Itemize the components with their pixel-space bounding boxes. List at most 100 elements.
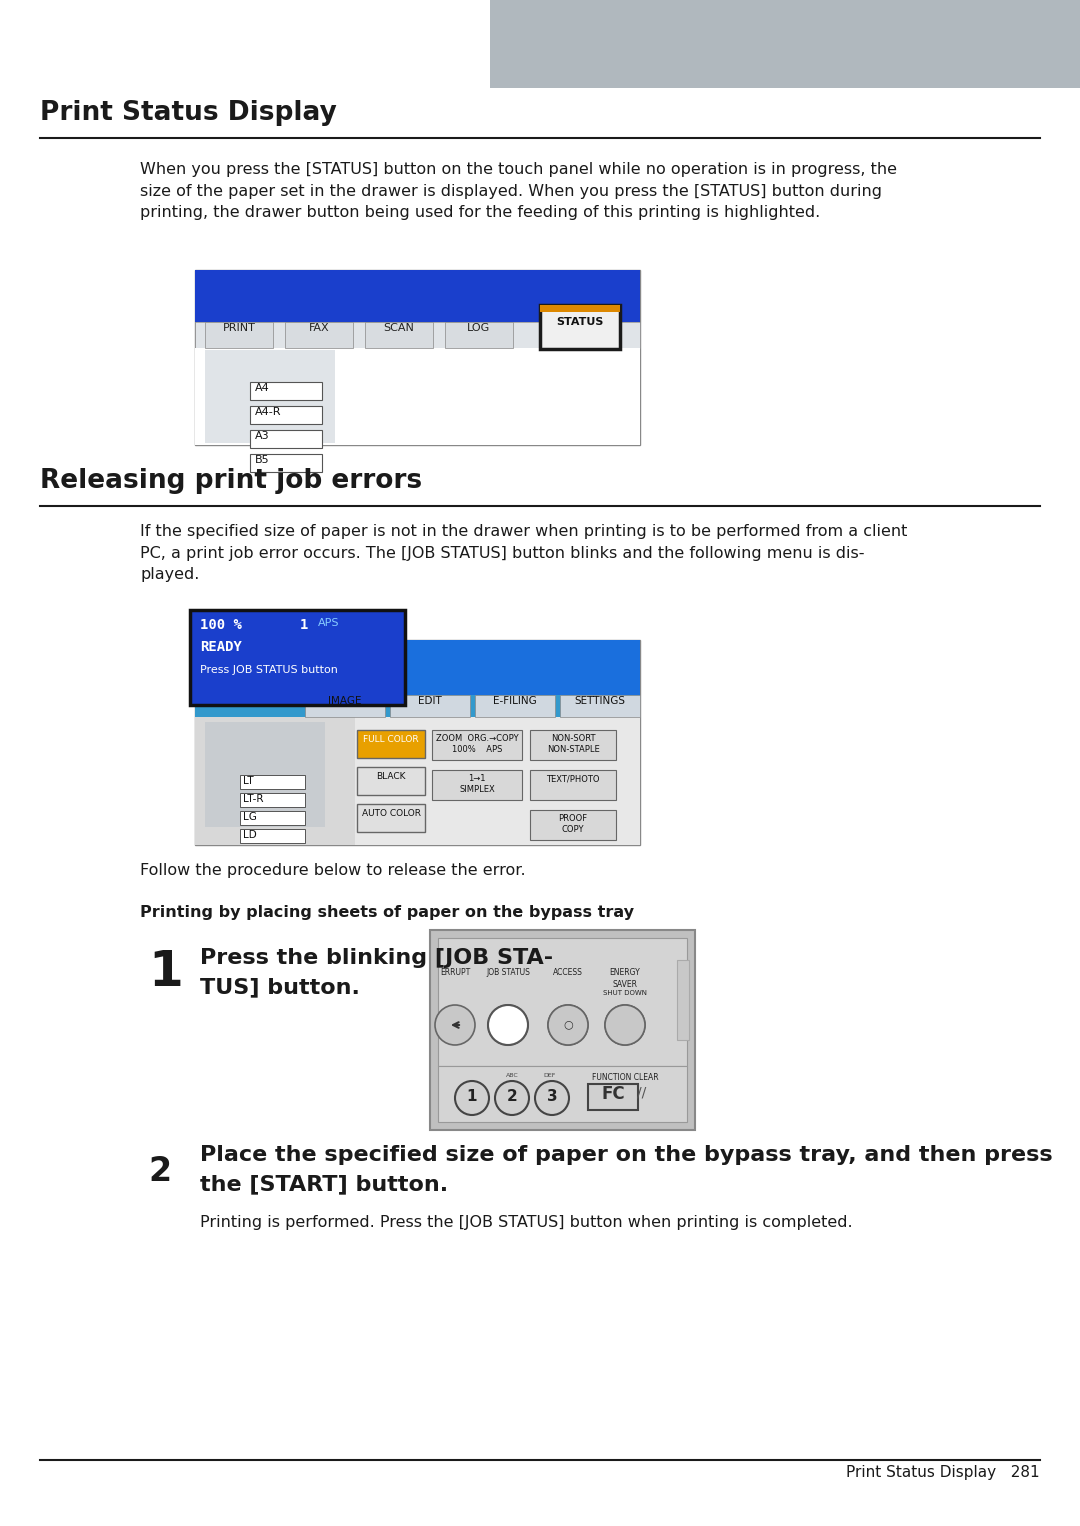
Text: Print Status Display   281: Print Status Display 281	[847, 1465, 1040, 1480]
Circle shape	[605, 1006, 645, 1045]
Bar	[249, 455, 322, 472]
Bar	[357, 729, 426, 758]
Text: Press JOB STATUS button: Press JOB STATUS button	[200, 665, 338, 674]
Bar	[677, 960, 689, 1041]
Bar	[588, 1083, 638, 1109]
Text: ACCESS: ACCESS	[553, 967, 583, 977]
Text: Printing by placing sheets of paper on the bypass tray: Printing by placing sheets of paper on t…	[140, 905, 634, 920]
Text: Print Status Display: Print Status Display	[40, 101, 337, 127]
Circle shape	[488, 1006, 528, 1045]
Bar	[205, 349, 335, 443]
Text: PROOF
COPY: PROOF COPY	[558, 813, 588, 835]
Text: PRINT: PRINT	[222, 324, 256, 333]
Bar	[205, 722, 325, 827]
Bar	[530, 810, 616, 839]
Bar	[357, 768, 426, 795]
Bar	[205, 322, 273, 348]
Text: FAX: FAX	[309, 324, 329, 333]
Bar	[195, 639, 640, 845]
Text: SCAN: SCAN	[383, 324, 415, 333]
Text: TEXT/PHOTO: TEXT/PHOTO	[546, 774, 599, 783]
Bar	[365, 322, 433, 348]
Text: 1: 1	[467, 1090, 477, 1103]
Text: FULL COLOR: FULL COLOR	[363, 736, 419, 745]
Bar	[195, 270, 640, 446]
Text: If the specified size of paper is not in the drawer when printing is to be perfo: If the specified size of paper is not in…	[140, 523, 907, 583]
Bar	[249, 382, 322, 400]
Bar	[249, 430, 322, 449]
Bar	[190, 610, 405, 705]
Bar	[430, 929, 696, 1129]
Text: READY: READY	[200, 639, 242, 655]
Text: ZOOM  ORG.→COPY
100%    APS: ZOOM ORG.→COPY 100% APS	[435, 734, 518, 754]
Bar	[240, 775, 305, 789]
Circle shape	[455, 1080, 489, 1116]
Text: LG: LG	[243, 812, 257, 823]
Bar	[195, 694, 640, 717]
Bar	[540, 305, 620, 349]
Circle shape	[488, 1006, 528, 1045]
Bar	[561, 694, 640, 717]
Bar	[249, 406, 322, 424]
Text: When you press the [STATUS] button on the touch panel while no operation is in p: When you press the [STATUS] button on th…	[140, 162, 897, 220]
Text: B5: B5	[255, 455, 270, 465]
Text: LT: LT	[243, 777, 254, 786]
Text: 100 %: 100 %	[200, 618, 242, 632]
Bar	[490, 0, 1080, 89]
Bar	[195, 639, 640, 845]
Text: Follow the procedure below to release the error.: Follow the procedure below to release th…	[140, 864, 526, 877]
Bar	[240, 810, 305, 826]
Text: FUNCTION CLEAR: FUNCTION CLEAR	[592, 1073, 659, 1082]
Text: 1→1
SIMPLEX: 1→1 SIMPLEX	[459, 774, 495, 794]
Bar	[357, 804, 426, 832]
Text: LOG: LOG	[468, 324, 490, 333]
Text: Place the specified size of paper on the bypass tray, and then press
the [START]: Place the specified size of paper on the…	[200, 1144, 1053, 1195]
Bar	[475, 694, 555, 717]
Text: ABC: ABC	[505, 1073, 518, 1077]
Text: ○: ○	[563, 1019, 572, 1029]
Bar	[240, 794, 305, 807]
Bar	[530, 771, 616, 800]
Text: //: //	[637, 1085, 647, 1099]
Text: A3: A3	[255, 430, 270, 441]
Bar	[540, 305, 620, 311]
Text: A4-R: A4-R	[255, 407, 282, 417]
Text: Press the blinking [JOB STA-
TUS] button.: Press the blinking [JOB STA- TUS] button…	[200, 948, 553, 998]
Bar	[438, 1067, 687, 1122]
Text: NON-SORT
NON-STAPLE: NON-SORT NON-STAPLE	[546, 734, 599, 754]
Text: SETTINGS: SETTINGS	[575, 696, 625, 707]
Bar	[432, 729, 522, 760]
Bar	[240, 829, 305, 842]
Text: 1: 1	[148, 948, 183, 996]
Bar	[195, 270, 640, 322]
Bar	[390, 694, 470, 717]
Bar	[195, 717, 355, 845]
Text: Releasing print job errors: Releasing print job errors	[40, 468, 422, 494]
Text: ERRUPT: ERRUPT	[440, 967, 470, 977]
Bar	[285, 322, 353, 348]
Text: APS: APS	[318, 618, 339, 629]
Text: EDIT: EDIT	[418, 696, 442, 707]
Bar	[195, 717, 640, 845]
Text: A4: A4	[255, 383, 270, 394]
Text: FC: FC	[602, 1085, 625, 1103]
Text: 2: 2	[507, 1090, 517, 1103]
Circle shape	[548, 1006, 588, 1045]
Text: LT-R: LT-R	[243, 794, 264, 804]
Bar	[432, 771, 522, 800]
Text: DEF: DEF	[544, 1073, 556, 1077]
Bar	[305, 694, 384, 717]
Text: IMAGE: IMAGE	[328, 696, 362, 707]
Text: BLACK: BLACK	[376, 772, 406, 781]
Text: 3: 3	[546, 1090, 557, 1103]
Text: Printing is performed. Press the [JOB STATUS] button when printing is completed.: Printing is performed. Press the [JOB ST…	[200, 1215, 852, 1230]
Bar	[438, 938, 687, 1067]
Text: LD: LD	[243, 830, 257, 839]
Text: 2: 2	[148, 1155, 171, 1189]
Text: STATUS: STATUS	[556, 317, 604, 327]
Circle shape	[435, 1006, 475, 1045]
Text: 1: 1	[300, 618, 309, 632]
Text: AUTO COLOR: AUTO COLOR	[362, 809, 420, 818]
Text: JOB STATUS: JOB STATUS	[486, 967, 530, 977]
Circle shape	[605, 1006, 645, 1045]
